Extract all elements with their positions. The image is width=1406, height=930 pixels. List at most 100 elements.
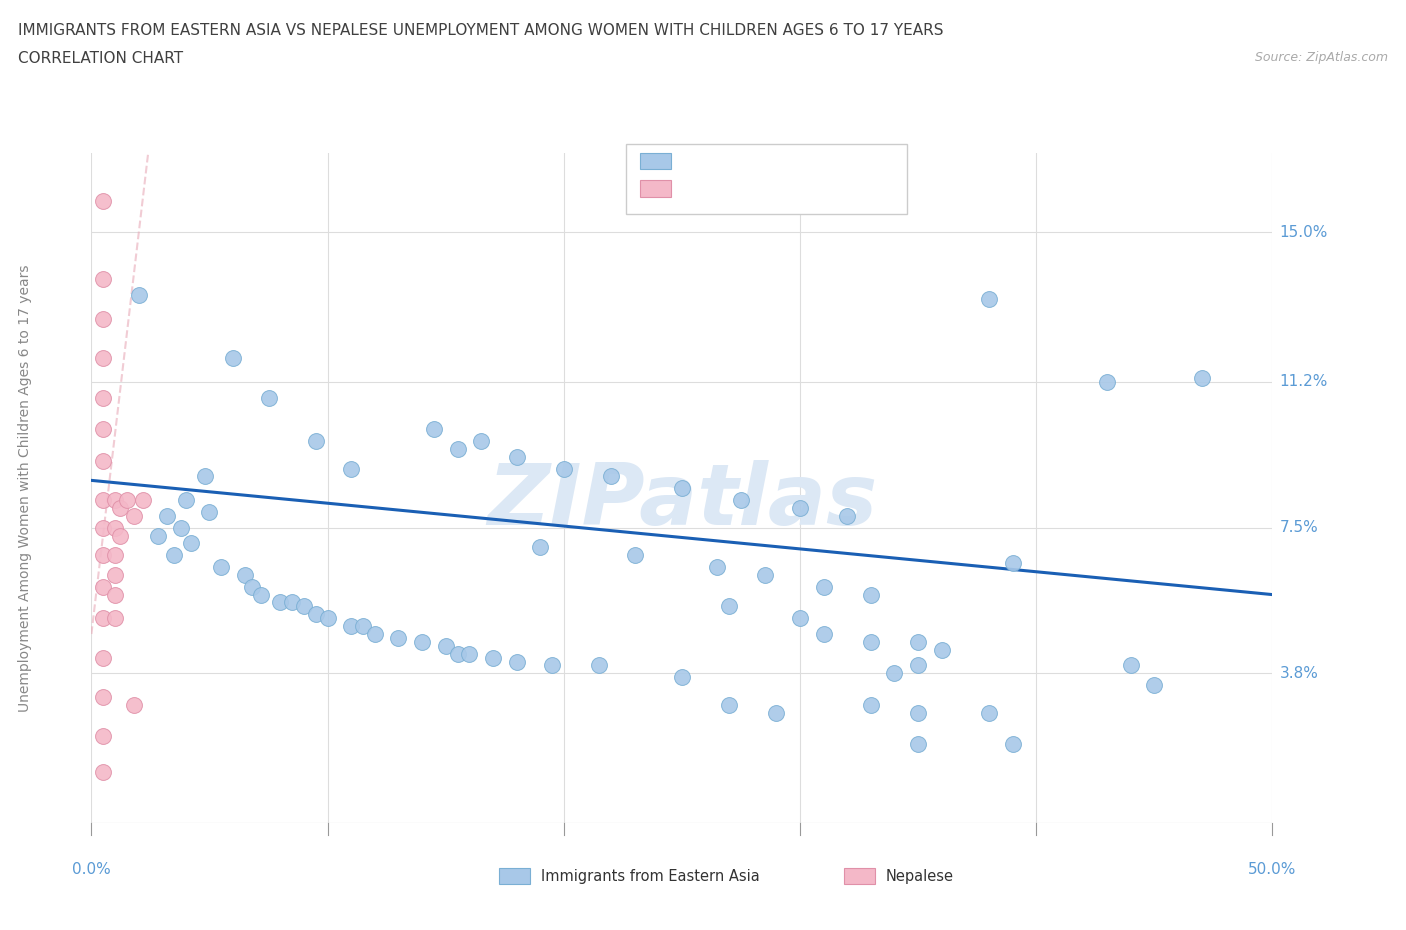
Text: ZIPatlas: ZIPatlas: [486, 460, 877, 543]
Point: [505, 449, 527, 464]
Point: [977, 292, 1000, 307]
Point: [423, 421, 446, 436]
Point: [91, 493, 114, 508]
Point: [387, 631, 409, 645]
Point: [446, 442, 468, 457]
Point: [340, 618, 363, 633]
Point: [250, 587, 273, 602]
Point: [91, 548, 114, 563]
Point: [122, 509, 145, 524]
Point: [718, 698, 741, 712]
Text: 15.0%: 15.0%: [1279, 225, 1327, 240]
Point: [671, 481, 693, 496]
Point: [316, 611, 339, 626]
Point: [907, 658, 929, 673]
Text: R = -0.156   N = 71: R = -0.156 N = 71: [682, 153, 832, 168]
Point: [91, 689, 114, 704]
Point: [292, 599, 315, 614]
Point: [91, 650, 114, 665]
Point: [209, 560, 232, 575]
Point: [470, 433, 492, 448]
Text: CORRELATION CHART: CORRELATION CHART: [18, 51, 183, 66]
Point: [104, 493, 127, 508]
Point: [588, 658, 610, 673]
Point: [364, 627, 387, 642]
Point: [859, 634, 882, 649]
Point: [269, 595, 291, 610]
Point: [813, 579, 835, 594]
Point: [789, 611, 811, 626]
Point: [907, 737, 929, 751]
Point: [91, 312, 114, 326]
Point: [813, 627, 835, 642]
Point: [446, 646, 468, 661]
Point: [146, 528, 169, 543]
Point: [115, 493, 138, 508]
Point: [163, 548, 186, 563]
Point: [233, 567, 256, 582]
Point: [104, 520, 127, 535]
Point: [132, 493, 155, 508]
Point: [730, 493, 752, 508]
Point: [411, 634, 433, 649]
Point: [706, 560, 728, 575]
Point: [91, 453, 114, 468]
Text: Immigrants from Eastern Asia: Immigrants from Eastern Asia: [541, 869, 761, 883]
Point: [623, 548, 645, 563]
Point: [837, 509, 859, 524]
Point: [240, 579, 263, 594]
Point: [434, 638, 457, 653]
Point: [104, 611, 127, 626]
Point: [482, 650, 505, 665]
Text: 11.2%: 11.2%: [1279, 375, 1327, 390]
Point: [91, 272, 114, 287]
Text: IMMIGRANTS FROM EASTERN ASIA VS NEPALESE UNEMPLOYMENT AMONG WOMEN WITH CHILDREN : IMMIGRANTS FROM EASTERN ASIA VS NEPALESE…: [18, 23, 943, 38]
Point: [541, 658, 564, 673]
Point: [671, 670, 693, 684]
Point: [281, 595, 304, 610]
Point: [883, 666, 905, 681]
Point: [91, 764, 114, 779]
Point: [859, 587, 882, 602]
Point: [222, 351, 245, 365]
Point: [91, 351, 114, 365]
Point: [859, 698, 882, 712]
Point: [600, 469, 623, 484]
Point: [91, 729, 114, 744]
Text: Nepalese: Nepalese: [886, 869, 953, 883]
Text: Source: ZipAtlas.com: Source: ZipAtlas.com: [1254, 51, 1388, 64]
Point: [352, 618, 374, 633]
Point: [765, 705, 787, 720]
Point: [1119, 658, 1142, 673]
Point: [91, 579, 114, 594]
Point: [754, 567, 776, 582]
Point: [91, 193, 114, 208]
Point: [1095, 375, 1118, 390]
Point: [977, 705, 1000, 720]
Point: [91, 611, 114, 626]
Point: [257, 391, 280, 405]
Point: [104, 567, 127, 582]
Point: [91, 421, 114, 436]
Text: R =  0.164   N = 28: R = 0.164 N = 28: [682, 181, 831, 196]
Point: [128, 287, 150, 302]
Text: 50.0%: 50.0%: [1249, 862, 1296, 877]
Point: [156, 509, 179, 524]
Point: [108, 500, 131, 515]
Point: [104, 548, 127, 563]
Point: [458, 646, 481, 661]
Point: [170, 520, 193, 535]
Point: [907, 634, 929, 649]
Point: [907, 705, 929, 720]
Point: [529, 540, 551, 555]
Point: [1001, 737, 1024, 751]
Text: 7.5%: 7.5%: [1279, 520, 1319, 535]
Point: [122, 698, 145, 712]
Text: 0.0%: 0.0%: [72, 862, 111, 877]
Point: [789, 500, 811, 515]
Point: [198, 504, 221, 519]
Point: [931, 643, 953, 658]
Point: [305, 433, 328, 448]
Point: [1143, 678, 1166, 693]
Point: [505, 654, 527, 669]
